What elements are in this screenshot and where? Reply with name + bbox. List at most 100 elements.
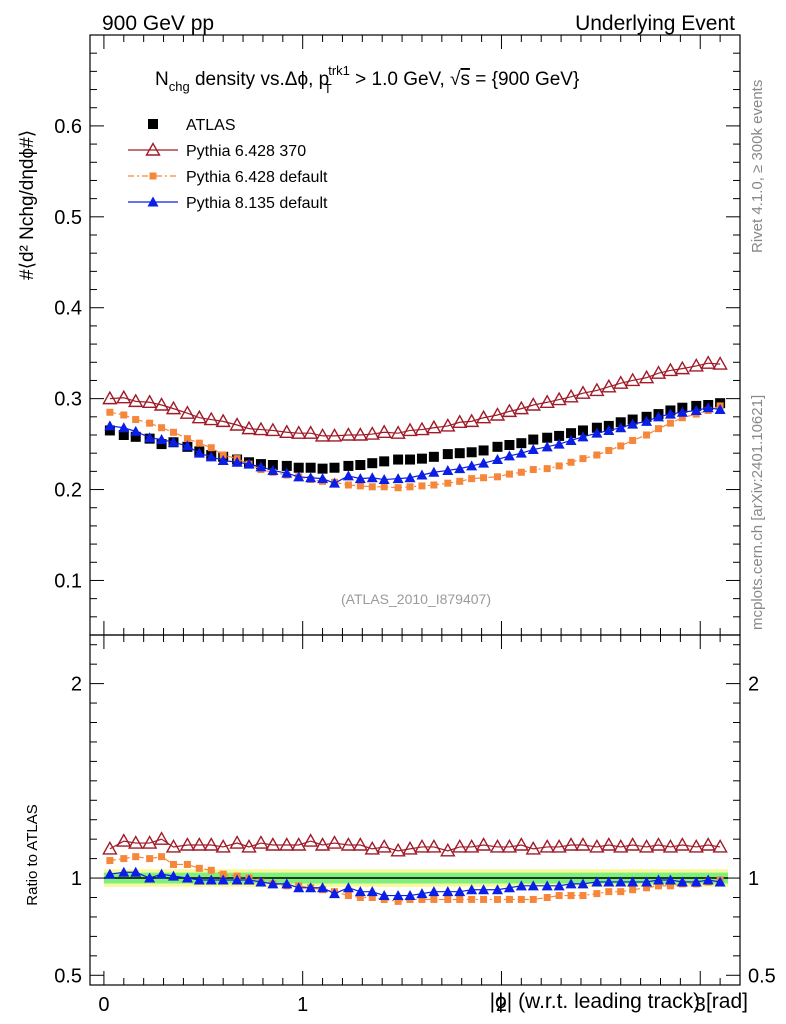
data-point <box>638 839 655 853</box>
data-point <box>489 839 506 853</box>
data-point <box>426 419 442 434</box>
data-point <box>241 420 257 435</box>
y-tick-label: 0.5 <box>54 207 82 229</box>
data-point <box>575 385 591 399</box>
data-point <box>402 422 418 437</box>
data-point <box>302 833 319 847</box>
series-pythia-8-135-default-ratio <box>104 866 726 901</box>
data-point <box>102 390 118 405</box>
data-point <box>493 895 501 903</box>
data-point <box>466 460 478 471</box>
data-point <box>354 886 366 897</box>
data-point <box>354 473 366 484</box>
data-point <box>215 839 231 853</box>
main-title-text: Nchg density vs.Δϕ, ptrk1 T > 1.0 GeV, √s… <box>155 63 579 96</box>
data-point <box>118 866 130 877</box>
data-point <box>478 457 490 468</box>
data-point <box>106 857 114 865</box>
data-point <box>416 453 427 464</box>
data-point <box>555 462 563 470</box>
data-point <box>366 886 378 897</box>
data-point <box>169 428 177 436</box>
data-point <box>513 837 530 851</box>
data-point <box>205 451 217 462</box>
data-point <box>603 876 615 887</box>
data-point <box>392 890 404 901</box>
data-point <box>456 477 464 485</box>
data-point <box>120 855 128 863</box>
data-point <box>714 876 726 887</box>
data-point <box>714 404 726 415</box>
data-point <box>565 434 577 445</box>
legend-label: Pythia 6.428 default <box>186 169 328 186</box>
data-point <box>352 837 369 851</box>
data-point <box>641 415 653 426</box>
data-point <box>700 355 716 369</box>
data-point <box>563 837 579 851</box>
data-point <box>183 435 191 443</box>
data-point <box>380 483 388 491</box>
data-point <box>593 451 601 459</box>
series-line <box>109 838 721 852</box>
data-point <box>181 872 193 883</box>
data-point <box>478 884 490 895</box>
data-point <box>480 474 488 482</box>
data-point <box>638 369 655 384</box>
data-point <box>577 431 589 442</box>
data-point <box>305 882 317 893</box>
y-tick-label-right: 0.5 <box>748 965 776 987</box>
data-point <box>394 897 402 905</box>
data-point <box>426 839 442 853</box>
data-point <box>404 890 416 901</box>
data-point <box>428 466 440 477</box>
data-point <box>662 362 679 377</box>
data-point <box>515 880 527 891</box>
legend: ATLAS Pythia 6.428 370 Pythia 6.428 defaul… <box>128 117 328 212</box>
data-point <box>156 434 168 445</box>
data-point <box>156 868 168 879</box>
data-point <box>463 839 480 853</box>
data-point <box>344 892 352 900</box>
data-point <box>702 874 714 885</box>
mcplots-label: mcplots.cern.ch [arXiv:2401.10621] <box>749 395 766 630</box>
data-point <box>203 837 219 851</box>
data-point <box>130 425 142 436</box>
data-point <box>265 422 281 437</box>
data-point <box>505 470 513 478</box>
data-point <box>475 409 492 424</box>
data-point <box>492 441 503 452</box>
data-point <box>653 411 665 422</box>
data-point <box>293 462 304 473</box>
data-point <box>281 878 293 889</box>
data-point <box>193 447 205 458</box>
data-point <box>317 463 328 474</box>
data-point <box>541 441 553 452</box>
x-tick-label: 1 <box>297 994 308 1016</box>
data-point <box>367 458 378 469</box>
data-point <box>629 886 637 894</box>
data-point <box>650 365 667 379</box>
data-point <box>293 471 305 482</box>
data-point <box>643 431 651 439</box>
legend-label: ATLAS <box>186 117 236 134</box>
data-point <box>158 853 166 861</box>
data-point <box>116 389 132 404</box>
legend-marker <box>147 196 159 207</box>
series-line <box>109 405 721 489</box>
data-point <box>579 455 587 463</box>
data-point <box>366 472 378 483</box>
data-point <box>165 400 182 415</box>
data-point <box>624 837 641 851</box>
data-point <box>627 418 639 429</box>
series-line <box>109 362 721 437</box>
data-point <box>217 874 229 885</box>
data-point <box>404 472 416 483</box>
data-point <box>356 894 364 901</box>
data-point <box>229 835 245 849</box>
data-point <box>452 839 468 853</box>
data-point <box>501 839 518 853</box>
y-tick-label: 0.4 <box>54 298 82 320</box>
data-point <box>167 436 179 447</box>
data-point <box>156 439 167 450</box>
